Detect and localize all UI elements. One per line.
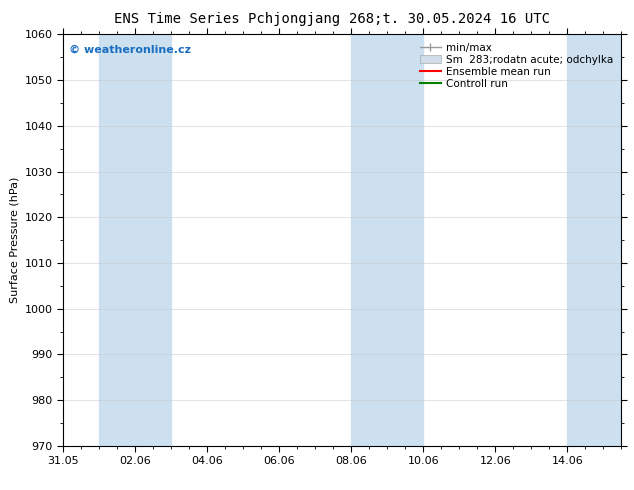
Text: 268;t. 30.05.2024 16 UTC: 268;t. 30.05.2024 16 UTC [349,12,550,26]
Legend: min/max, Sm  283;rodatn acute; odchylka, Ensemble mean run, Controll run: min/max, Sm 283;rodatn acute; odchylka, … [417,40,616,92]
Bar [567,34,621,446]
Bar [351,34,424,446]
Text: ENS Time Series Pchjongjang: ENS Time Series Pchjongjang [114,12,340,26]
Bar [100,34,171,446]
Y-axis label: Surface Pressure (hPa): Surface Pressure (hPa) [10,177,19,303]
Text: © weatheronline.cz: © weatheronline.cz [69,45,191,54]
